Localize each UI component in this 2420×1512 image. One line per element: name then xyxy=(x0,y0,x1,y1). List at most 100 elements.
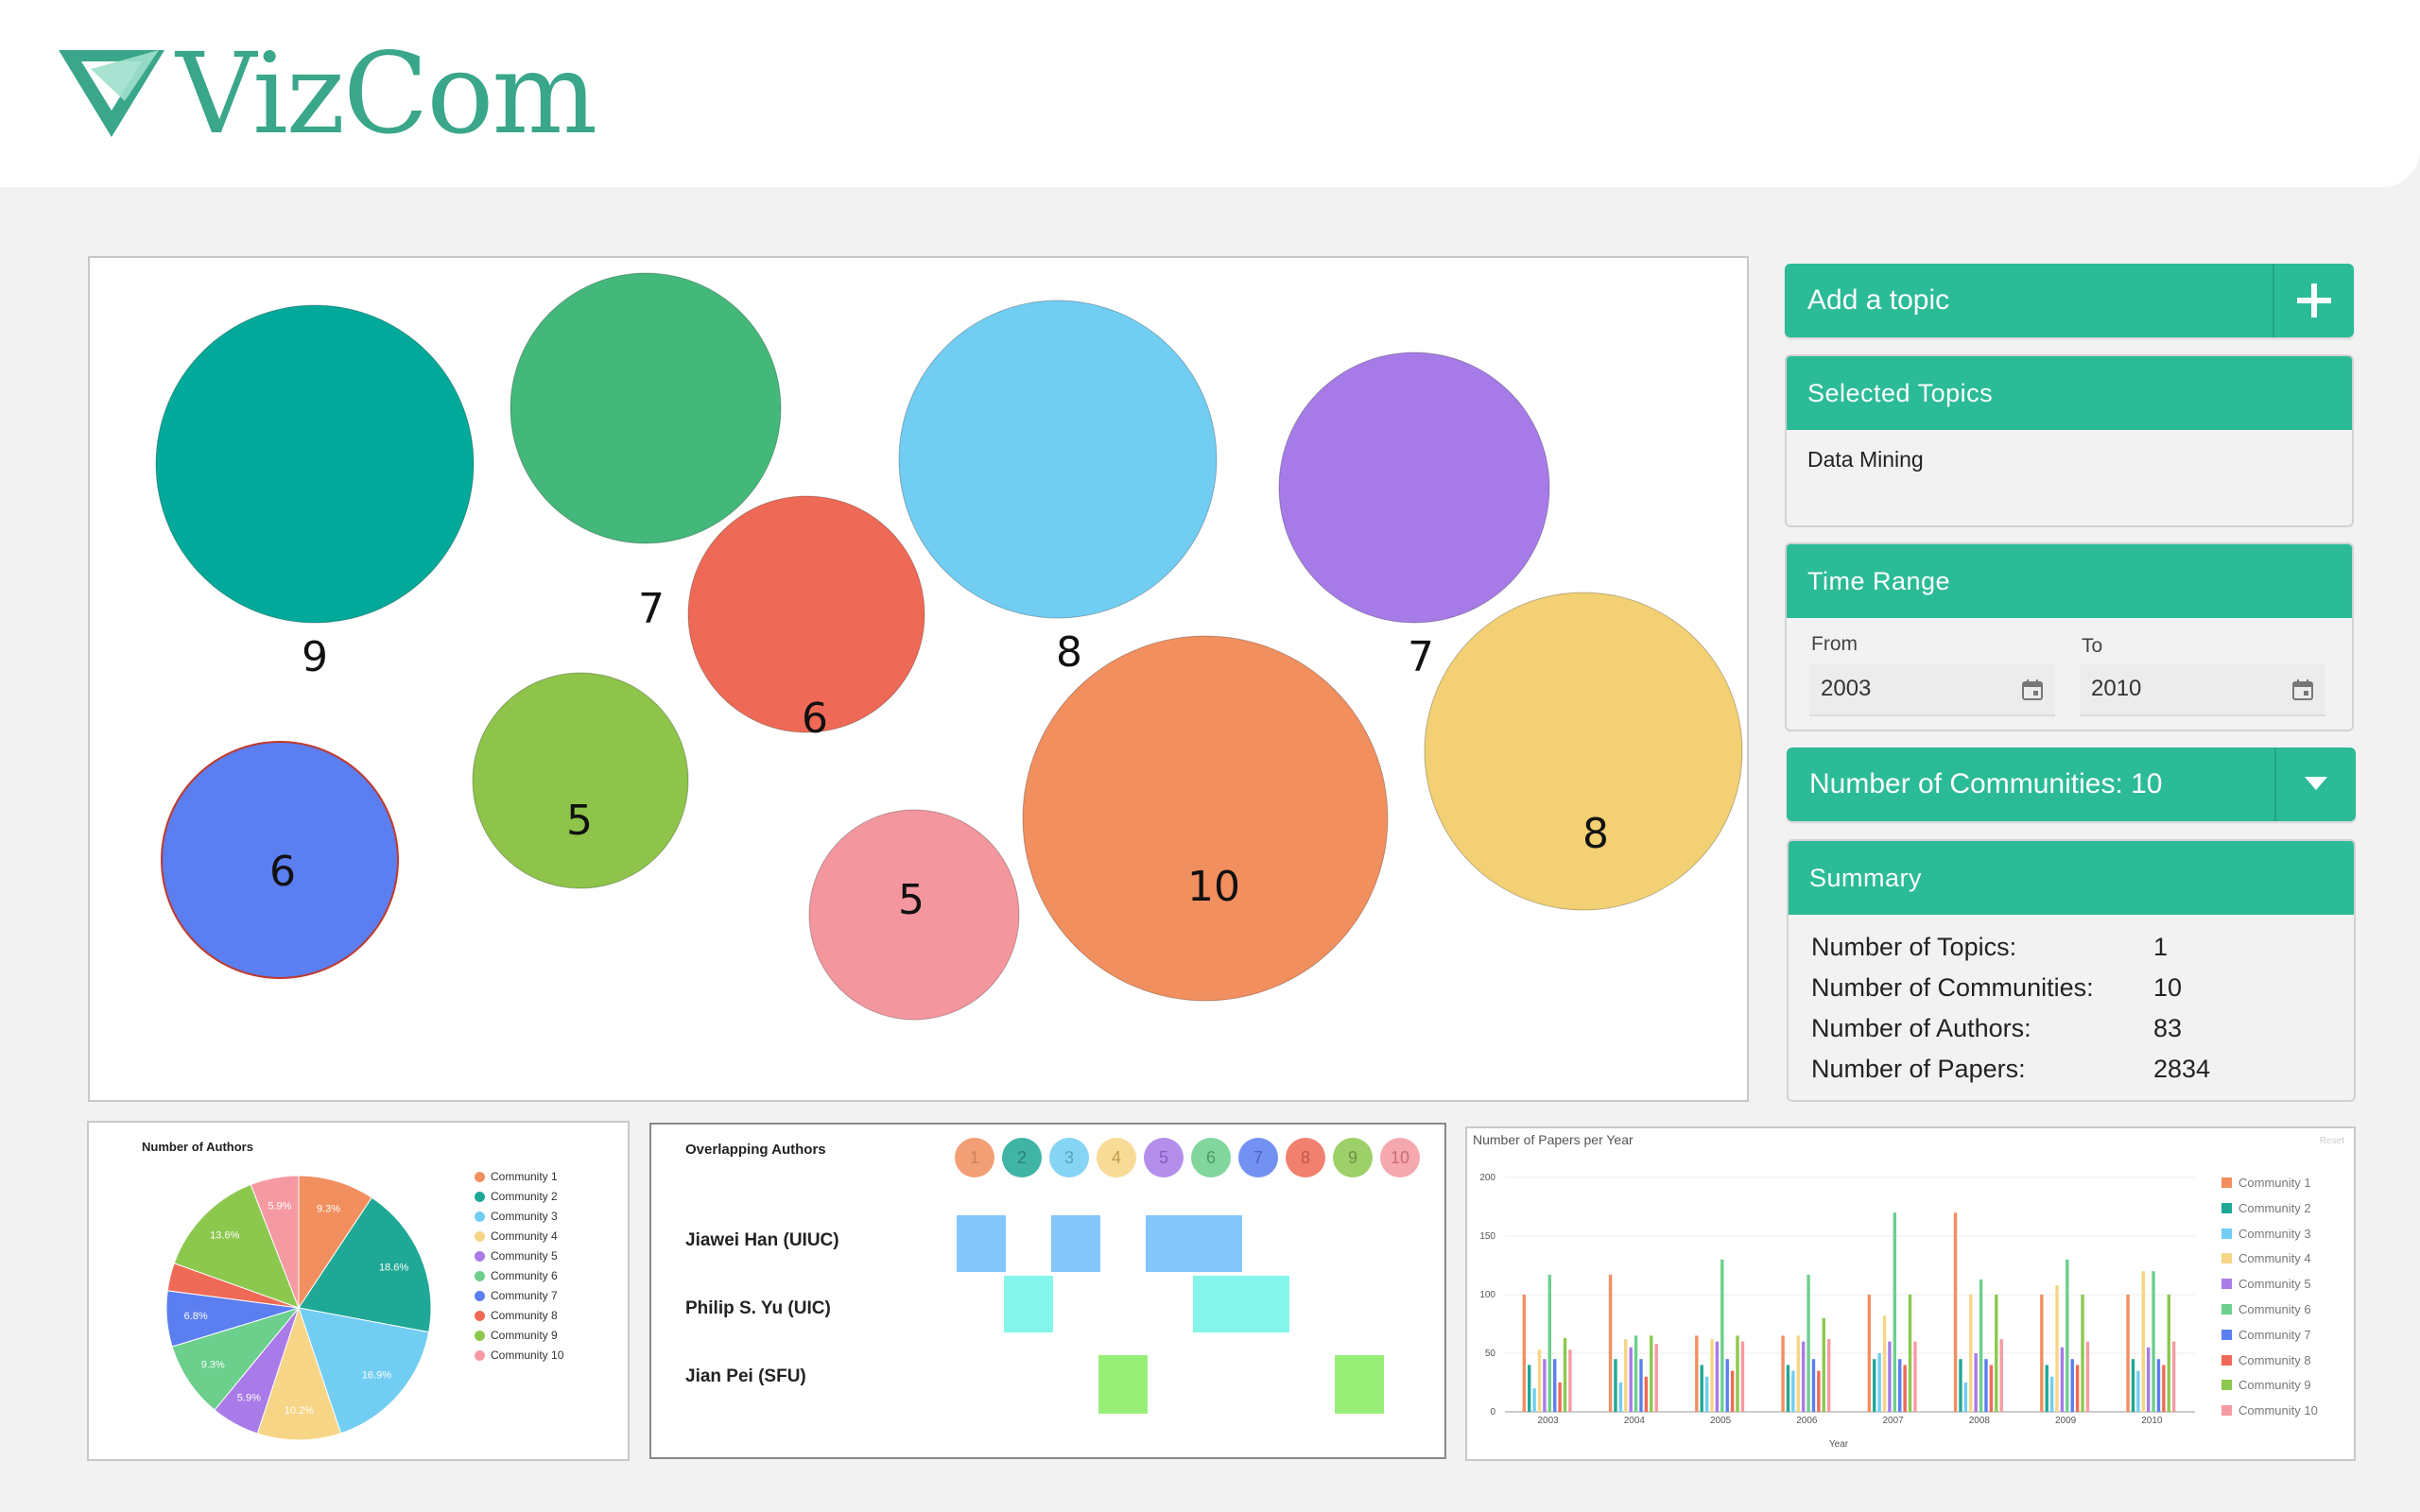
bar[interactable] xyxy=(1644,1376,1649,1412)
chevron-down-icon[interactable] xyxy=(2276,747,2356,821)
bar[interactable] xyxy=(2070,1359,2074,1412)
pie-legend-item[interactable]: Community 7 xyxy=(475,1289,558,1302)
bar-legend-item[interactable]: Community 4 xyxy=(2221,1251,2311,1265)
bar[interactable] xyxy=(1811,1359,1816,1412)
pie-legend-item[interactable]: Community 3 xyxy=(475,1210,558,1223)
bar[interactable] xyxy=(1999,1339,2003,1412)
pie-legend-item[interactable]: Community 1 xyxy=(475,1170,558,1183)
topic-item[interactable]: Data Mining xyxy=(1807,447,1924,472)
bar[interactable] xyxy=(1710,1339,1714,1412)
bar[interactable] xyxy=(1953,1212,1958,1412)
bar[interactable] xyxy=(1736,1335,1739,1412)
bar[interactable] xyxy=(1801,1341,1806,1412)
bar[interactable] xyxy=(1903,1365,1907,1412)
to-date-input[interactable]: 2010 xyxy=(2080,663,2325,716)
bar-legend-item[interactable]: Community 10 xyxy=(2221,1403,2318,1418)
author-name[interactable]: Jian Pei (SFU) xyxy=(685,1366,806,1386)
bar[interactable] xyxy=(1568,1349,1572,1412)
community-badge[interactable]: 10 xyxy=(1380,1138,1420,1177)
bar[interactable] xyxy=(2156,1359,2161,1412)
bar[interactable] xyxy=(1629,1347,1633,1412)
bar-legend-item[interactable]: Community 2 xyxy=(2221,1201,2311,1215)
bar[interactable] xyxy=(1806,1274,1810,1412)
bar[interactable] xyxy=(1882,1315,1887,1412)
community-bubble[interactable] xyxy=(898,300,1218,619)
overlap-cell[interactable] xyxy=(1193,1276,1242,1332)
bar-legend-item[interactable]: Community 3 xyxy=(2221,1227,2311,1241)
bar[interactable] xyxy=(1618,1383,1623,1412)
bar[interactable] xyxy=(1715,1341,1720,1412)
bar[interactable] xyxy=(1532,1388,1536,1412)
overlap-cell[interactable] xyxy=(1098,1355,1148,1414)
bar[interactable] xyxy=(1614,1359,1617,1412)
bar[interactable] xyxy=(1547,1274,1552,1412)
bar[interactable] xyxy=(1608,1274,1613,1412)
bar[interactable] xyxy=(1639,1359,1643,1412)
community-bubble[interactable] xyxy=(155,304,475,624)
bar[interactable] xyxy=(2136,1370,2140,1412)
calendar-icon[interactable] xyxy=(2021,679,2044,701)
bar[interactable] xyxy=(1796,1335,1800,1412)
communities-count-select[interactable]: Number of Communities: 10 xyxy=(1787,747,2356,821)
bar[interactable] xyxy=(1908,1295,1912,1412)
bar[interactable] xyxy=(1898,1359,1902,1412)
bar[interactable] xyxy=(1650,1335,1653,1412)
bar[interactable] xyxy=(1537,1349,1542,1412)
overlap-cell[interactable] xyxy=(957,1215,1006,1272)
bar[interactable] xyxy=(1553,1359,1557,1412)
bar[interactable] xyxy=(2040,1295,2044,1412)
bar[interactable] xyxy=(1877,1353,1881,1412)
bar[interactable] xyxy=(1979,1279,1983,1412)
bar[interactable] xyxy=(1543,1359,1547,1412)
bar[interactable] xyxy=(2075,1365,2080,1412)
bar[interactable] xyxy=(2126,1295,2130,1412)
community-bubble[interactable] xyxy=(1022,635,1389,1002)
bar[interactable] xyxy=(1893,1212,1897,1412)
pie-slice[interactable] xyxy=(171,1307,301,1411)
pie-legend-item[interactable]: Community 4 xyxy=(475,1229,558,1243)
bar[interactable] xyxy=(1730,1370,1735,1412)
community-badge[interactable]: 7 xyxy=(1238,1138,1278,1177)
bar[interactable] xyxy=(1913,1341,1917,1412)
bar[interactable] xyxy=(1963,1383,1968,1412)
bar[interactable] xyxy=(1974,1353,1978,1412)
community-bubble[interactable] xyxy=(1424,592,1743,911)
bar[interactable] xyxy=(2045,1365,2048,1412)
bar[interactable] xyxy=(1969,1295,1973,1412)
bar[interactable] xyxy=(2152,1271,2155,1412)
pie-slice[interactable] xyxy=(256,1306,342,1441)
author-name[interactable]: Philip S. Yu (UIC) xyxy=(685,1298,831,1318)
community-bubble[interactable] xyxy=(472,672,689,889)
pie-legend-item[interactable]: Community 9 xyxy=(475,1329,558,1342)
from-date-input[interactable]: 2003 xyxy=(1809,663,2055,716)
bar[interactable] xyxy=(1563,1337,1567,1412)
bar[interactable] xyxy=(2081,1295,2084,1412)
pie-slice[interactable] xyxy=(173,1183,300,1309)
bar[interactable] xyxy=(1995,1295,1998,1412)
community-bubble[interactable] xyxy=(510,272,782,544)
community-badge[interactable]: 2 xyxy=(1002,1138,1042,1177)
bar[interactable] xyxy=(1989,1365,1994,1412)
bar[interactable] xyxy=(1522,1295,1527,1412)
bar[interactable] xyxy=(1700,1365,1703,1412)
community-badge[interactable]: 8 xyxy=(1286,1138,1325,1177)
bar[interactable] xyxy=(1959,1359,1962,1412)
bar[interactable] xyxy=(2162,1365,2166,1412)
bar[interactable] xyxy=(1725,1359,1729,1412)
bar[interactable] xyxy=(1786,1365,1790,1412)
pie-legend-item[interactable]: Community 2 xyxy=(475,1190,558,1203)
plus-icon[interactable] xyxy=(2274,264,2354,337)
overlap-cell[interactable] xyxy=(1240,1276,1289,1332)
author-name[interactable]: Jiawei Han (UIUC) xyxy=(685,1230,839,1250)
add-topic-button[interactable]: Add a topic xyxy=(1785,264,2354,337)
bar[interactable] xyxy=(1624,1339,1628,1412)
bar[interactable] xyxy=(1558,1383,1562,1412)
bar[interactable] xyxy=(1826,1339,1831,1412)
bar[interactable] xyxy=(1528,1365,1531,1412)
pie-slice[interactable] xyxy=(250,1175,300,1309)
bar[interactable] xyxy=(1740,1341,1745,1412)
bar[interactable] xyxy=(2060,1347,2065,1412)
bar-legend-item[interactable]: Community 1 xyxy=(2221,1176,2311,1190)
bar-legend-item[interactable]: Community 7 xyxy=(2221,1328,2311,1342)
calendar-icon[interactable] xyxy=(2291,679,2314,701)
